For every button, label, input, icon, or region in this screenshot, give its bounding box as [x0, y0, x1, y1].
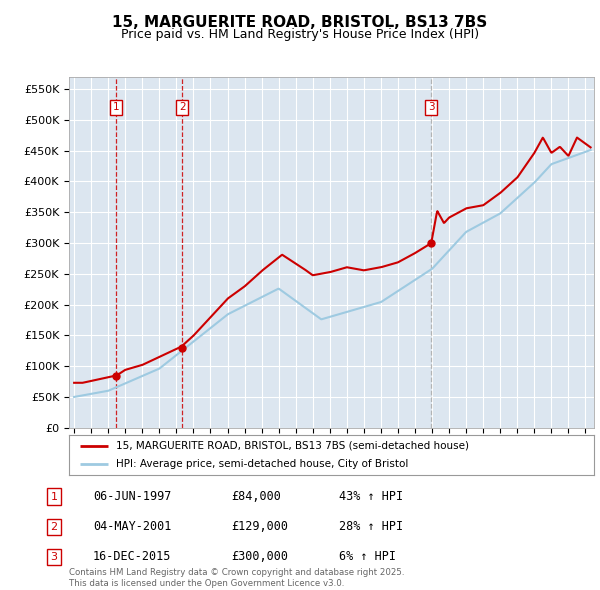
Text: 6% ↑ HPI: 6% ↑ HPI — [339, 550, 396, 563]
Text: 06-JUN-1997: 06-JUN-1997 — [93, 490, 172, 503]
Text: £300,000: £300,000 — [231, 550, 288, 563]
Text: 2: 2 — [50, 522, 58, 532]
Text: 04-MAY-2001: 04-MAY-2001 — [93, 520, 172, 533]
Text: £84,000: £84,000 — [231, 490, 281, 503]
Text: 1: 1 — [50, 492, 58, 502]
Text: Price paid vs. HM Land Registry's House Price Index (HPI): Price paid vs. HM Land Registry's House … — [121, 28, 479, 41]
Text: 15, MARGUERITE ROAD, BRISTOL, BS13 7BS: 15, MARGUERITE ROAD, BRISTOL, BS13 7BS — [112, 15, 488, 30]
Text: 28% ↑ HPI: 28% ↑ HPI — [339, 520, 403, 533]
Text: 15, MARGUERITE ROAD, BRISTOL, BS13 7BS (semi-detached house): 15, MARGUERITE ROAD, BRISTOL, BS13 7BS (… — [116, 441, 469, 451]
Text: HPI: Average price, semi-detached house, City of Bristol: HPI: Average price, semi-detached house,… — [116, 459, 409, 469]
Text: 3: 3 — [50, 552, 58, 562]
Text: 2: 2 — [179, 103, 185, 113]
Text: 43% ↑ HPI: 43% ↑ HPI — [339, 490, 403, 503]
Text: 16-DEC-2015: 16-DEC-2015 — [93, 550, 172, 563]
Text: Contains HM Land Registry data © Crown copyright and database right 2025.
This d: Contains HM Land Registry data © Crown c… — [69, 568, 404, 588]
Text: 3: 3 — [428, 103, 434, 113]
Text: 1: 1 — [113, 103, 119, 113]
Text: £129,000: £129,000 — [231, 520, 288, 533]
